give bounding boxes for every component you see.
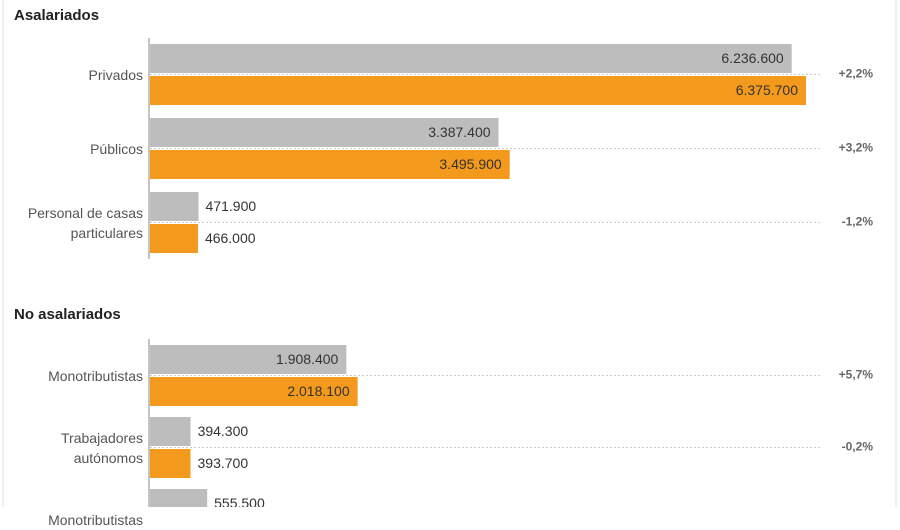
change-label: +5,7%	[839, 368, 874, 382]
bar	[150, 377, 358, 406]
category-label: Monotributistas	[48, 367, 143, 384]
section-title: Asalariados	[14, 7, 99, 24]
bar	[150, 76, 806, 105]
bar	[150, 489, 208, 507]
bar	[150, 192, 199, 221]
value-label: 394.300	[198, 423, 249, 439]
bar	[150, 449, 191, 478]
category-label: Monotributistas	[48, 511, 143, 528]
section-title: No asalariados	[14, 306, 121, 323]
value-label: 555.500	[214, 495, 265, 507]
bar	[150, 224, 198, 253]
bar	[150, 150, 510, 179]
value-label: 471.900	[206, 198, 257, 214]
value-label: 3.495.900	[439, 156, 501, 172]
bar	[150, 118, 499, 147]
change-label: +3,2%	[839, 141, 874, 155]
category-label: Personal de casas particulares	[27, 204, 143, 241]
value-label: 466.000	[205, 230, 256, 246]
bar	[150, 44, 792, 73]
value-label: 6.375.700	[736, 82, 798, 98]
value-label: 2.018.100	[287, 383, 349, 399]
bar	[150, 417, 191, 446]
change-label: -0,2%	[842, 440, 874, 454]
category-label: Privados	[88, 66, 143, 83]
value-label: 6.236.600	[721, 50, 783, 66]
chart: Asalariados +2,2% 6.236.600 6.375.700 +3,2% 3…	[2, 0, 897, 507]
bar	[150, 345, 347, 374]
change-label: +2,2%	[839, 67, 874, 81]
change-label: -1,2%	[842, 215, 874, 229]
category-label: Trabajadores autónomos	[61, 429, 143, 466]
value-label: 393.700	[198, 455, 249, 471]
value-label: 1.908.400	[276, 351, 338, 367]
value-label: 3.387.400	[428, 124, 490, 140]
category-label: Públicos	[90, 140, 143, 157]
